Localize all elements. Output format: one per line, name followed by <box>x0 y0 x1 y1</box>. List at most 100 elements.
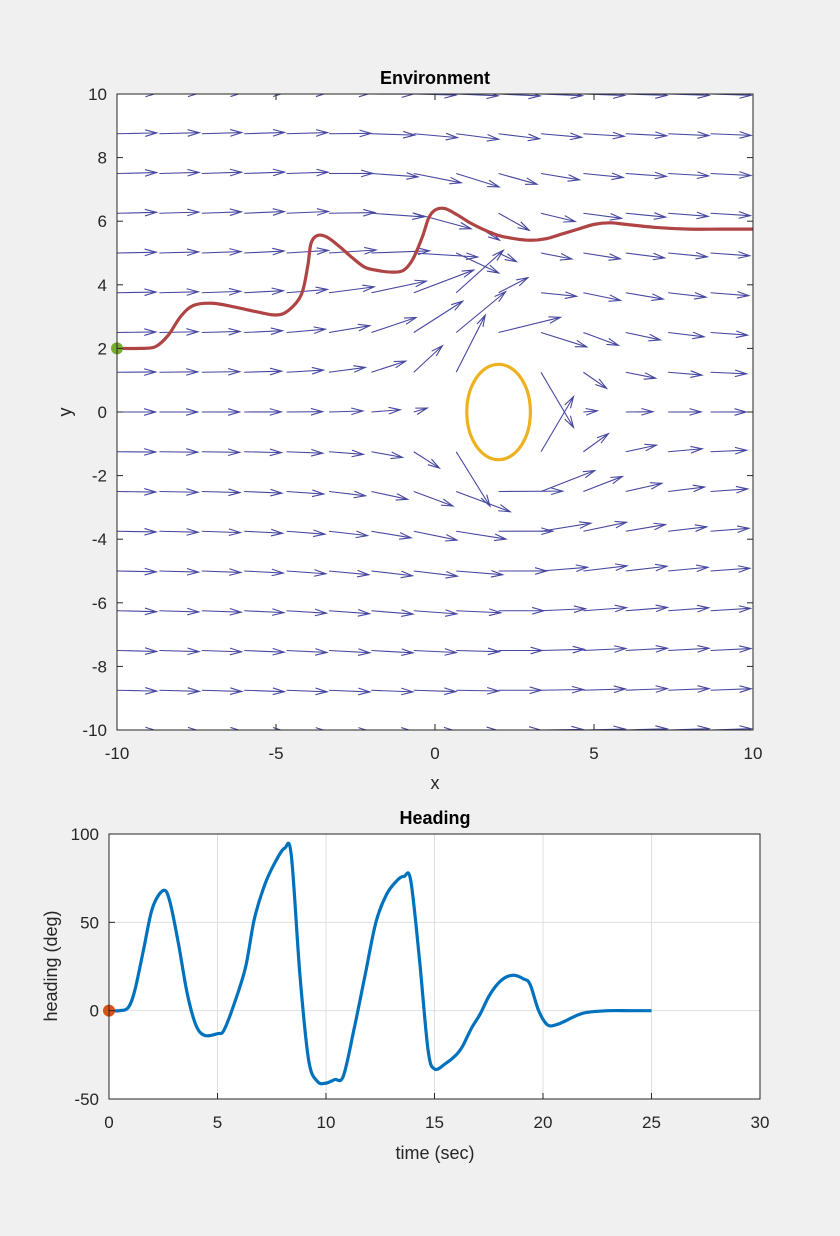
field-arrow-shaft <box>710 647 751 652</box>
field-arrow <box>456 133 501 142</box>
field-arrow <box>456 172 502 188</box>
field-arrow <box>159 687 202 695</box>
environment-x-tick-label: 5 <box>589 744 598 763</box>
field-arrow <box>583 252 623 261</box>
field-arrow-head <box>144 488 158 496</box>
field-arrow <box>328 687 372 696</box>
field-arrow-head <box>444 534 459 542</box>
field-arrow-shaft <box>201 290 241 294</box>
field-arrow <box>244 287 286 296</box>
field-arrow <box>159 168 202 177</box>
field-arrow <box>668 445 705 454</box>
field-arrow-shaft <box>413 212 472 230</box>
field-arrow-head <box>778 370 790 377</box>
field-arrow <box>159 726 199 730</box>
field-arrow-head <box>315 129 330 137</box>
field-arrow <box>201 568 243 576</box>
field-arrow-shaft <box>328 490 366 497</box>
field-arrow <box>456 726 499 730</box>
field-arrow-shaft <box>752 729 753 730</box>
field-arrow-shaft <box>456 570 503 576</box>
field-arrow <box>159 408 200 416</box>
field-arrow-head <box>187 647 201 656</box>
field-arrow-head <box>271 608 286 616</box>
field-arrow-head <box>571 725 585 730</box>
field-arrow-head <box>567 174 582 182</box>
field-arrow <box>625 482 664 493</box>
field-arrow-shaft <box>328 451 364 455</box>
field-arrow <box>371 406 403 415</box>
field-arrow <box>752 332 753 334</box>
field-arrow <box>540 469 597 493</box>
field-arrow-shaft <box>413 451 440 469</box>
field-arrow-shaft <box>286 210 329 214</box>
field-arrow <box>625 563 669 572</box>
field-arrow-shaft <box>710 567 750 572</box>
field-arrow-head <box>738 605 753 613</box>
heading-x-tick-label: 15 <box>425 1113 444 1132</box>
field-arrow-head <box>735 485 750 494</box>
field-arrow <box>752 133 753 135</box>
heading-y-label: heading (deg) <box>41 910 61 1021</box>
field-arrow-head <box>494 290 508 302</box>
heading-x-tick-label: 25 <box>642 1113 661 1132</box>
field-arrow-head <box>736 525 751 534</box>
field-arrow-shaft <box>710 252 750 257</box>
field-arrow-shaft <box>583 565 627 572</box>
field-arrow-head <box>609 213 624 221</box>
field-arrow-head <box>401 687 415 696</box>
field-arrow-shaft <box>668 371 702 376</box>
field-arrow-shaft <box>159 132 200 135</box>
field-arrow <box>668 645 711 653</box>
field-arrow-shaft <box>413 300 463 333</box>
field-arrow-shaft <box>456 530 507 540</box>
field-arrow-shaft <box>710 488 748 493</box>
field-arrow-head <box>778 448 790 455</box>
field-arrow-head <box>144 208 159 217</box>
field-arrow-head <box>614 563 629 571</box>
field-arrow-shaft <box>286 249 329 254</box>
field-arrow <box>244 647 287 656</box>
field-arrow <box>668 604 711 613</box>
field-arrow <box>201 129 244 137</box>
field-arrow-shaft <box>752 451 753 452</box>
field-arrow-shaft <box>371 212 424 218</box>
field-arrow <box>117 607 159 616</box>
field-arrow-shaft <box>540 688 584 691</box>
field-arrow <box>668 331 707 340</box>
field-arrow-shaft <box>413 610 457 615</box>
field-arrow-shaft <box>540 331 587 348</box>
field-arrow-shaft <box>413 407 428 413</box>
field-arrow-shaft <box>201 689 242 693</box>
field-arrow-head <box>613 725 628 730</box>
field-arrow-shaft <box>625 252 665 259</box>
field-arrow <box>583 520 629 532</box>
field-arrow-shaft <box>498 316 561 334</box>
field-arrow-shaft <box>710 371 747 375</box>
heading-x-tick-label: 0 <box>104 1113 113 1132</box>
field-arrow-head <box>272 687 287 696</box>
field-arrow <box>456 647 502 656</box>
field-arrow <box>710 408 749 416</box>
field-arrow-head <box>596 432 610 444</box>
field-arrow-head <box>401 648 415 657</box>
field-arrow-shaft <box>540 648 585 652</box>
field-arrow <box>244 568 286 577</box>
heading-x-label: time (sec) <box>395 1143 474 1163</box>
environment-y-tick-label: 10 <box>88 85 107 104</box>
field-arrow-head <box>230 726 241 730</box>
field-arrow <box>328 569 371 578</box>
field-arrow <box>540 371 575 430</box>
field-arrow-head <box>612 94 627 99</box>
field-arrow-head <box>229 647 244 656</box>
field-arrow-shaft <box>625 688 668 691</box>
field-arrow <box>540 521 593 532</box>
field-arrow <box>455 290 508 333</box>
field-arrow <box>710 369 749 378</box>
field-arrow-head <box>186 567 201 576</box>
field-arrow-head <box>695 251 710 260</box>
field-arrow <box>244 687 287 696</box>
field-arrow <box>625 292 666 301</box>
field-arrow-head <box>739 685 753 693</box>
field-arrow-head <box>144 607 159 616</box>
